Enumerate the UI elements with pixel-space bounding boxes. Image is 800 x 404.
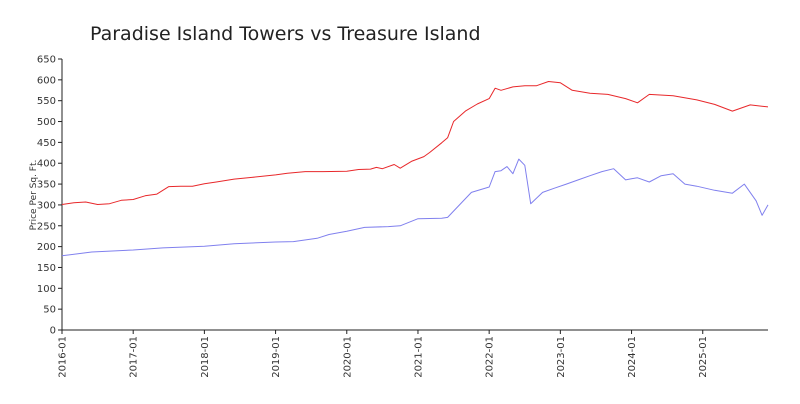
- y-axis-label: Price Per Sq. Ft.: [29, 160, 39, 231]
- y-tick-label: 0: [50, 326, 56, 337]
- y-tick-label: 450: [37, 138, 56, 149]
- y-tick-label: 100: [37, 284, 56, 295]
- x-tick-label: 2018-01: [200, 336, 211, 378]
- x-tick-label: 2017-01: [129, 336, 140, 378]
- chart-title: Paradise Island Towers vs Treasure Islan…: [90, 23, 481, 45]
- series-layer: [61, 81, 769, 257]
- y-tick-label: 300: [37, 200, 56, 211]
- y-tick-label: 150: [37, 263, 56, 274]
- y-tick-label: 350: [37, 180, 56, 191]
- series-line-1: [61, 81, 769, 205]
- y-tick-label: 550: [37, 96, 56, 107]
- series-line-2: [61, 158, 769, 257]
- x-tick-label: 2023-01: [556, 336, 567, 378]
- x-tick-label: 2024-01: [627, 336, 638, 378]
- y-tick-label: 600: [37, 75, 56, 86]
- y-tick-label: 250: [37, 221, 56, 232]
- x-tick-label: 2020-01: [342, 336, 353, 378]
- x-tick-label: 2016-01: [58, 336, 69, 378]
- x-tick-label: 2022-01: [485, 336, 496, 378]
- y-tick-label: 200: [37, 242, 56, 253]
- x-axis-ticks: 2016-01 2017-01 2018-01 2019-01 2020-01 2021-…: [58, 330, 709, 378]
- x-tick-label: 2021-01: [413, 336, 424, 378]
- y-tick-label: 650: [37, 55, 56, 66]
- y-tick-label: 500: [37, 117, 56, 128]
- y-tick-label: 50: [43, 305, 56, 316]
- x-tick-label: 2025-01: [698, 336, 709, 378]
- y-tick-label: 400: [37, 159, 56, 170]
- y-axis-ticks: 0 50 100 150 200 250 300 350 400 450 500 550 600 650: [37, 55, 62, 337]
- x-tick-label: 2019-01: [271, 336, 282, 378]
